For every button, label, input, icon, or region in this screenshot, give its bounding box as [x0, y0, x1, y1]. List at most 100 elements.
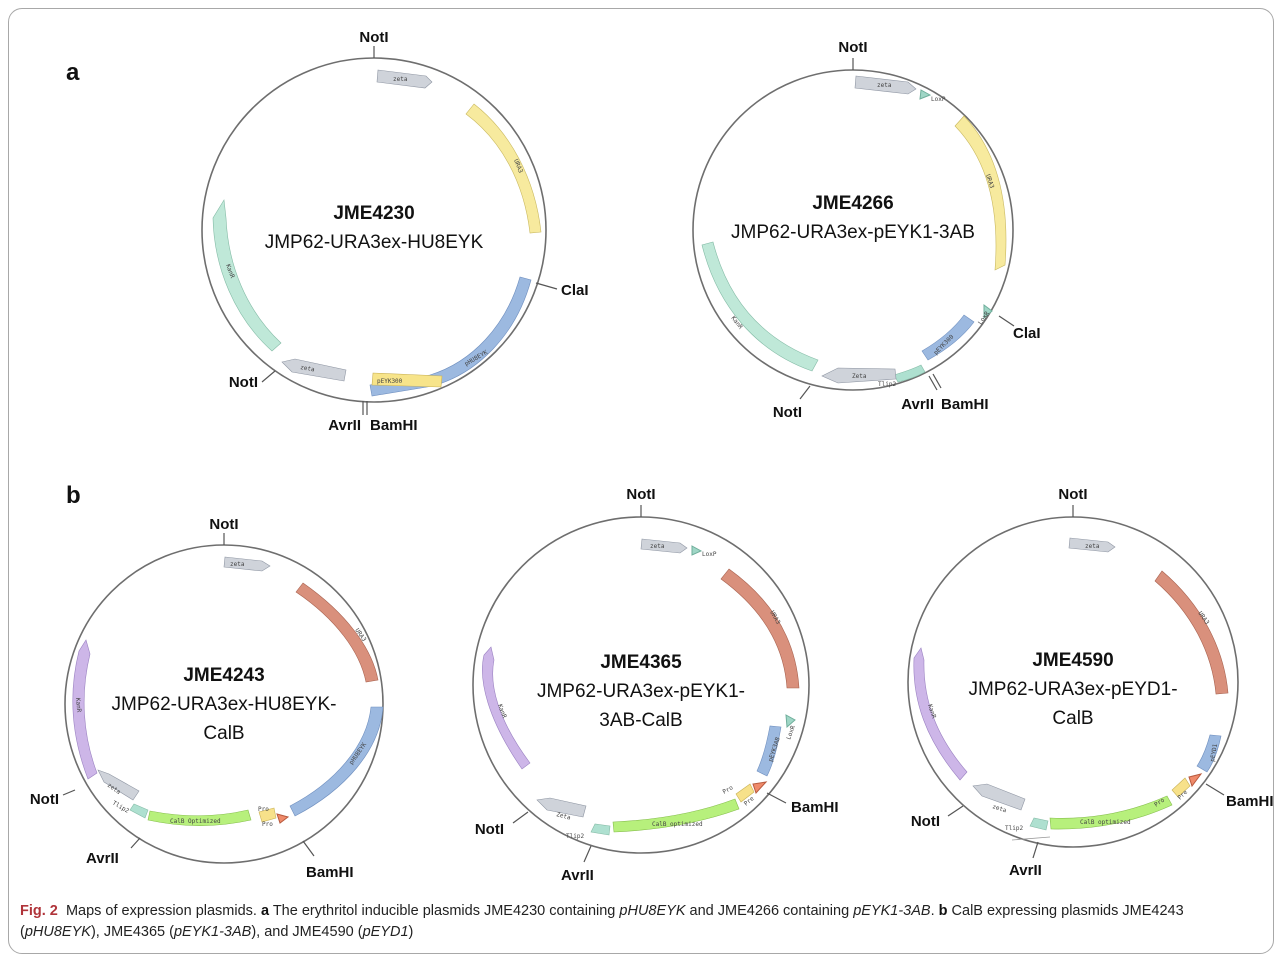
plasmid-backbone-circle [201, 57, 547, 403]
caption-text: and JME4266 containing [689, 903, 850, 919]
feature-zeta [640, 538, 688, 554]
caption-gene: pHU8EYK [619, 903, 686, 919]
feature-label: Pro [258, 806, 269, 813]
feature-calb [147, 809, 252, 826]
feature-kanr [913, 647, 968, 781]
feature-ura3 [954, 115, 1007, 271]
site-label-avrii: AvrII [1009, 862, 1042, 879]
feature-label: zeta [991, 803, 1007, 814]
feature-calb [612, 798, 740, 833]
feature-label: Tlip2 [111, 800, 130, 815]
caption-figure-number: Fig. 2 [20, 903, 58, 919]
feature-zeta [223, 556, 271, 572]
caption-gene: pEYD1 [362, 924, 409, 940]
feature-loxp [691, 545, 703, 556]
feature-label: Tlip2 [566, 833, 584, 840]
caption-text: The erythritol inducible plasmids JME423… [272, 903, 616, 919]
feature-loxr [983, 304, 993, 320]
site-label-avrii: AvrII [86, 850, 119, 867]
feature-label: pEYK300 [377, 378, 403, 385]
caption-text: ) [408, 924, 414, 940]
plasmid-map-jme4590: zeta URA3 pEYD1 Pro Pre CalB optimized T… [907, 486, 1274, 879]
feature-zeta [1068, 537, 1116, 553]
plasmid-description: JMP62-URA3ex-HU8EYK [265, 232, 484, 253]
feature-label: KanR [496, 703, 508, 719]
feature-ura3 [465, 103, 542, 234]
plasmid-map-jme4365: zeta LoxP URA3 LoxR pEYK3AB Pro Pre CalB… [472, 486, 839, 884]
feature-loxr [785, 714, 796, 729]
plasmid-description-line-2: CalB [203, 723, 244, 744]
plasmid-name: JME4243 [183, 665, 264, 686]
feature-label: KanR [224, 263, 236, 279]
site-label-noti-left: NotI [229, 374, 258, 391]
feature-promoter [1196, 734, 1222, 773]
site-label-bamhi: BamHI [306, 864, 354, 881]
feature-label: CalB optimized [1080, 819, 1131, 826]
feature-kanr [701, 241, 819, 372]
caption-gene: pEYK1-3AB [853, 903, 931, 919]
figure-frame [8, 8, 1274, 954]
plasmid-name: JME4590 [1032, 650, 1113, 671]
feature-zeta-2 [281, 358, 347, 382]
caption-panel-a: a [260, 903, 270, 919]
feature-promoter [756, 725, 782, 777]
site-label-avrii: AvrII [901, 396, 934, 413]
caption-text: CalB expressing plasmids JME4243 ( [20, 903, 1184, 940]
plasmid-name: JME4365 [600, 652, 682, 673]
plasmid-description: JMP62-URA3ex-pEYK1-3AB [731, 222, 975, 243]
panel-label-a: a [66, 59, 80, 86]
site-label-noti-top: NotI [626, 486, 655, 503]
feature-pre [276, 813, 290, 824]
plasmid-description-line-2: 3AB-CalB [599, 710, 682, 731]
feature-pre [752, 781, 768, 794]
site-label-bamhi: BamHI [791, 799, 839, 816]
feature-label: KanR [74, 698, 82, 713]
caption-gene: pHU8EYK [24, 924, 91, 940]
figure-caption: Fig. 2 Maps of expression plasmids. a Th… [20, 903, 1184, 940]
plasmid-description-line-1: JMP62-URA3ex-pEYK1- [537, 681, 745, 702]
site-label-noti-top: NotI [359, 29, 388, 46]
plasmid-description-line-1: JMP62-URA3ex-pEYD1- [968, 679, 1177, 700]
site-label-noti-left: NotI [475, 821, 504, 838]
feature-zeta-2 [821, 367, 897, 384]
feature-promoter [289, 706, 384, 817]
site-label-clai: ClaI [561, 282, 589, 299]
site-label-noti-bottom: NotI [773, 404, 802, 421]
site-label-bamhi: BamHI [1226, 793, 1274, 810]
plasmid-map-jme4243: zeta URA3 pHU8EYK Pro Pro CalB Optimized… [30, 516, 384, 881]
feature-label: URA3 [984, 173, 995, 189]
panel-label-b: b [66, 482, 81, 509]
feature-tlip2 [129, 803, 149, 819]
feature-pro [258, 807, 277, 823]
site-label-bamhi: BamHI [941, 396, 989, 413]
feature-loxp [919, 89, 932, 100]
caption-text: ), and JME4590 ( [251, 924, 363, 940]
site-label-avrii: AvrII [561, 867, 594, 884]
caption-panel-b: b [938, 903, 948, 919]
feature-kanr [72, 639, 98, 780]
feature-label: Pro [722, 784, 735, 796]
feature-label: zeta [1085, 543, 1100, 550]
feature-label: Zeta [852, 373, 867, 380]
feature-pro [735, 783, 755, 803]
feature-label: Pro [262, 821, 273, 828]
feature-tlip2 [1029, 817, 1049, 831]
feature-label: CalB Optimized [170, 818, 221, 825]
plasmid-maps-figure: a b zeta URA3 pHU8EYK pEYK300 zeta KanR … [30, 29, 1274, 884]
feature-label: zeta [393, 76, 408, 83]
plasmid-map-jme4266: zeta LoxP URA3 LoxR pEYK300 Tlip2 Zeta K… [692, 39, 1041, 421]
feature-pro [1171, 777, 1191, 798]
feature-label: Tlip2 [878, 381, 896, 388]
feature-zeta-2 [536, 797, 587, 818]
feature-promoter [921, 314, 975, 361]
feature-pre [1188, 773, 1203, 788]
feature-ura3 [1154, 570, 1229, 695]
feature-label: LoxP [702, 551, 717, 558]
feature-label: zeta [300, 364, 316, 373]
feature-label: Tlip2 [1005, 825, 1023, 832]
feature-label: CalB optimized [652, 821, 703, 828]
feature-tlip2 [590, 823, 611, 836]
site-label-noti-top: NotI [838, 39, 867, 56]
feature-kanr [482, 646, 531, 770]
feature-label: Zeta [555, 811, 571, 822]
